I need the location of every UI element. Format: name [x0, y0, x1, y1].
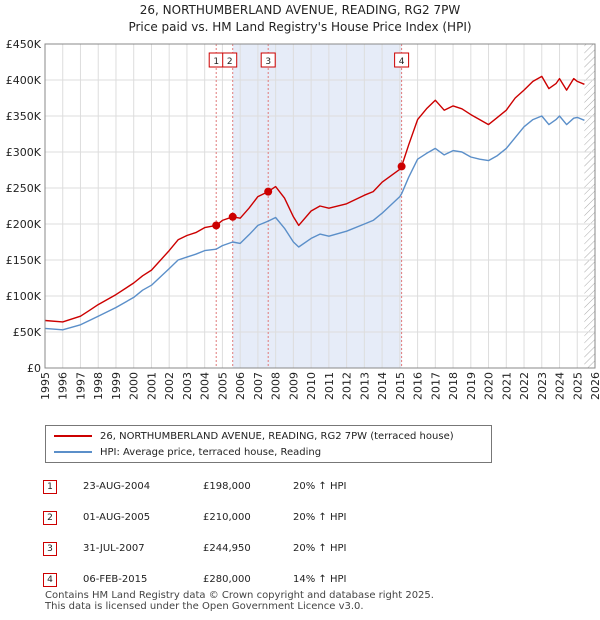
- transaction-date: 01-AUG-2005: [83, 512, 151, 523]
- x-tick-label: 2013: [358, 372, 371, 400]
- table-row: 3 31-JUL-2007 £244,950 20% ↑ HPI: [43, 533, 393, 564]
- legend-hpi-label: HPI: Average price, terraced house, Read…: [100, 446, 322, 458]
- chart-legend: 26, NORTHUMBERLAND AVENUE, READING, RG2 …: [45, 425, 492, 463]
- sale-1-point: [212, 221, 221, 230]
- y-tick-label: £150K: [6, 254, 42, 267]
- x-tick-label: 2025: [571, 372, 584, 400]
- y-tick-label: £200K: [6, 218, 42, 231]
- y-tick-label: £100K: [6, 290, 42, 303]
- transaction-hpi: 20% ↑ HPI: [293, 543, 347, 554]
- sale-2-point: [228, 212, 237, 221]
- x-tick-label: 1997: [74, 372, 87, 400]
- x-tick-label: 2024: [554, 372, 567, 400]
- x-tick-label: 2012: [341, 372, 354, 400]
- x-tick-label: 2011: [323, 372, 336, 400]
- x-tick-label: 2009: [287, 372, 300, 400]
- x-tick-label: 1999: [110, 372, 123, 400]
- x-tick-label: 1995: [39, 372, 52, 400]
- transaction-date: 06-FEB-2015: [83, 574, 148, 585]
- sale-4-point: [397, 162, 406, 171]
- sale-1-marker-label: 1: [213, 57, 219, 67]
- footer-line-2: This data is licensed under the Open Gov…: [45, 601, 364, 612]
- y-tick-label: £0: [27, 362, 41, 375]
- y-tick-label: £300K: [6, 146, 42, 159]
- hpi-line: [44, 115, 585, 331]
- x-tick-label: 1996: [57, 372, 70, 400]
- transaction-hpi: 20% ↑ HPI: [293, 481, 347, 492]
- transaction-price: £210,000: [203, 512, 251, 523]
- transaction-price: £244,950: [203, 543, 251, 554]
- price-chart: £0 £50K £100K £150K £200K £250K £300K £350K £400…: [6, 38, 600, 400]
- x-tick-label: 2003: [181, 372, 194, 400]
- sale-3-marker-box: [260, 52, 276, 68]
- chart-title: 26, NORTHUMBERLAND AVENUE, READING, RG2 …: [0, 2, 600, 36]
- x-tick-label: 2017: [429, 372, 442, 400]
- transaction-date: 23-AUG-2004: [83, 481, 151, 492]
- sale-3-marker-label: 3: [265, 57, 271, 67]
- legend-property-label: 26, NORTHUMBERLAND AVENUE, READING, RG2 …: [100, 430, 454, 442]
- x-tick-label: 2023: [536, 372, 549, 400]
- x-tick-label: 2019: [465, 372, 478, 400]
- sale-2-marker-box: [222, 52, 238, 68]
- x-tick-label: 2021: [500, 372, 513, 400]
- table-row: 2 01-AUG-2005 £210,000 20% ↑ HPI: [43, 502, 393, 533]
- footer-line-1: Contains HM Land Registry data © Crown c…: [45, 590, 434, 601]
- sale-4-marker-label: 4: [399, 57, 405, 67]
- transaction-number: 1: [43, 479, 57, 494]
- y-tick-label: £350K: [6, 110, 42, 123]
- x-tick-label: 2014: [376, 372, 389, 400]
- x-tick-label: 2022: [518, 372, 531, 400]
- highlight-region: [232, 44, 402, 368]
- title-line-1: 26, NORTHUMBERLAND AVENUE, READING, RG2 …: [139, 3, 461, 17]
- sale-4-marker-box: [394, 52, 410, 68]
- property-price-line: [44, 75, 585, 323]
- x-tick-label: 2005: [216, 372, 229, 400]
- transaction-number: 2: [43, 510, 57, 525]
- y-tick-label: £450K: [6, 38, 42, 51]
- forecast-hatch: [584, 44, 595, 368]
- y-tick-label: £400K: [6, 74, 42, 87]
- transaction-hpi: 14% ↑ HPI: [293, 574, 347, 585]
- x-tick-label: 1998: [92, 372, 105, 400]
- table-row: 1 23-AUG-2004 £198,000 20% ↑ HPI: [43, 471, 393, 502]
- hpi-line-swatch: [54, 451, 92, 453]
- footer: Contains HM Land Registry data © Crown c…: [45, 590, 434, 612]
- x-tick-label: 2002: [163, 372, 176, 400]
- x-tick-label: 2026: [589, 372, 600, 400]
- y-tick-label: £50K: [13, 326, 42, 339]
- transactions-table: 1 23-AUG-2004 £198,000 20% ↑ HPI 2 01-AU…: [43, 471, 393, 595]
- x-tick-label: 2001: [145, 372, 158, 400]
- x-tick-label: 2020: [483, 372, 496, 400]
- sale-3-point: [264, 187, 273, 196]
- transaction-number: 3: [43, 541, 57, 556]
- y-tick-label: £250K: [6, 182, 42, 195]
- x-tick-label: 2018: [447, 372, 460, 400]
- sale-2-marker-label: 2: [227, 57, 233, 67]
- legend-item-hpi: HPI: Average price, terraced house, Read…: [54, 445, 321, 459]
- x-tick-label: 2000: [128, 372, 141, 400]
- x-tick-label: 2007: [252, 372, 265, 400]
- x-tick-label: 2004: [199, 372, 212, 400]
- x-tick-label: 2010: [305, 372, 318, 400]
- transaction-price: £198,000: [203, 481, 251, 492]
- legend-item-property: 26, NORTHUMBERLAND AVENUE, READING, RG2 …: [54, 429, 454, 443]
- x-tick-label: 2015: [394, 372, 407, 400]
- property-line-swatch: [54, 435, 92, 437]
- transaction-price: £280,000: [203, 574, 251, 585]
- table-row: 4 06-FEB-2015 £280,000 14% ↑ HPI: [43, 564, 393, 595]
- transaction-date: 31-JUL-2007: [83, 543, 145, 554]
- transaction-hpi: 20% ↑ HPI: [293, 512, 347, 523]
- x-tick-label: 2016: [412, 372, 425, 400]
- x-tick-label: 2006: [234, 372, 247, 400]
- transaction-number: 4: [43, 572, 57, 587]
- title-line-2: Price paid vs. HM Land Registry's House …: [128, 20, 472, 34]
- x-tick-label: 2008: [270, 372, 283, 400]
- plot-frame: [44, 43, 596, 369]
